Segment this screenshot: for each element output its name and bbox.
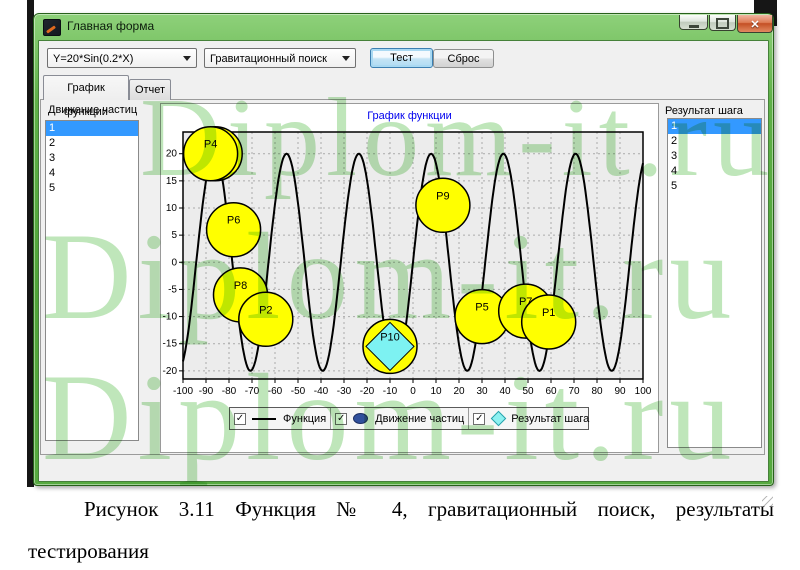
- list-item[interactable]: 2: [49, 137, 56, 149]
- svg-text:-30: -30: [337, 386, 352, 397]
- chevron-down-icon[interactable]: [342, 56, 350, 61]
- legend-checkbox[interactable]: ✓: [335, 412, 348, 425]
- svg-text:-5: -5: [168, 284, 177, 295]
- maximize-icon: [716, 18, 729, 29]
- svg-text:30: 30: [476, 386, 488, 397]
- svg-text:-20: -20: [360, 386, 375, 397]
- list-item[interactable]: 3: [671, 150, 678, 162]
- svg-text:20: 20: [166, 149, 178, 160]
- chart-title: График функции: [367, 110, 452, 122]
- desktop-background-strip: [27, 0, 34, 487]
- list-item[interactable]: 1: [46, 121, 138, 136]
- svg-text:15: 15: [166, 176, 178, 187]
- svg-text:P6: P6: [227, 215, 240, 227]
- legend-label: Движение частиц: [375, 412, 465, 425]
- minimize-icon: [688, 25, 699, 28]
- svg-text:60: 60: [545, 386, 557, 397]
- legend-item: ✓ Функция: [230, 408, 330, 429]
- svg-text:-80: -80: [222, 386, 237, 397]
- step-result-label: Результат шага: [665, 105, 743, 117]
- svg-text:-50: -50: [291, 386, 306, 397]
- svg-text:-10: -10: [163, 312, 178, 323]
- legend-checkbox[interactable]: ✓: [234, 412, 246, 425]
- legend-label: Функция: [283, 412, 327, 425]
- close-icon: ✕: [750, 19, 760, 31]
- svg-text:90: 90: [614, 386, 626, 397]
- test-button[interactable]: Тест: [370, 48, 433, 68]
- svg-text:-15: -15: [163, 339, 178, 350]
- list-item[interactable]: 4: [49, 167, 56, 179]
- list-item[interactable]: 5: [49, 182, 56, 194]
- line-symbol-icon: [252, 417, 276, 420]
- svg-text:P1: P1: [542, 307, 555, 319]
- list-item[interactable]: 4: [671, 165, 678, 177]
- svg-text:0: 0: [171, 257, 177, 268]
- chevron-down-icon[interactable]: [183, 56, 191, 61]
- svg-text:P5: P5: [475, 302, 488, 314]
- figure-caption: Рисунок 3.11 Функция № 4, гравитационный…: [28, 497, 774, 563]
- ellipse-symbol-icon: [353, 413, 369, 424]
- svg-text:P4: P4: [204, 139, 217, 151]
- reset-button[interactable]: Сброс: [433, 49, 494, 68]
- svg-text:-20: -20: [163, 366, 178, 377]
- legend-item: ✓ Движение частиц: [330, 408, 468, 429]
- legend-label: Результат шага: [511, 412, 590, 425]
- svg-text:100: 100: [635, 386, 652, 397]
- svg-text:-90: -90: [199, 386, 214, 397]
- window-title: Главная форма: [67, 19, 155, 33]
- app-icon: [43, 19, 61, 36]
- resize-grip[interactable]: [762, 496, 773, 507]
- svg-text:-70: -70: [245, 386, 260, 397]
- svg-text:-60: -60: [268, 386, 283, 397]
- svg-text:P10: P10: [380, 331, 400, 343]
- svg-text:50: 50: [522, 386, 534, 397]
- main-window: Главная форма ✕ Y=20*Sin(0.2*X) Гравитац…: [33, 13, 774, 507]
- window-client-area: Y=20*Sin(0.2*X) Гравитационный поиск Тес…: [38, 40, 773, 507]
- svg-text:80: 80: [591, 386, 603, 397]
- legend-checkbox[interactable]: ✓: [473, 412, 486, 425]
- title-bar[interactable]: Главная форма ✕: [34, 14, 773, 40]
- list-item[interactable]: 3: [49, 152, 56, 164]
- list-item[interactable]: 1: [668, 119, 761, 134]
- list-item[interactable]: 2: [671, 135, 678, 147]
- svg-text:-40: -40: [314, 386, 329, 397]
- list-item[interactable]: 5: [671, 180, 678, 192]
- svg-text:-100: -100: [173, 386, 193, 397]
- svg-text:P9: P9: [436, 190, 449, 202]
- svg-text:10: 10: [430, 386, 442, 397]
- svg-text:P2: P2: [259, 304, 272, 316]
- svg-text:70: 70: [568, 386, 580, 397]
- algorithm-combobox-value: Гравитационный поиск: [210, 53, 327, 65]
- function-combobox[interactable]: Y=20*Sin(0.2*X): [47, 48, 197, 68]
- close-button[interactable]: ✕: [737, 15, 773, 33]
- function-chart: -100 -90 -80 -70 -60 -50 -40 -30 -20 -10 0 10 20 30 40…: [163, 125, 652, 397]
- svg-text:40: 40: [499, 386, 511, 397]
- tab-function-graph[interactable]: График функции: [43, 75, 129, 118]
- minimize-button[interactable]: [679, 15, 708, 30]
- svg-text:P8: P8: [234, 280, 247, 292]
- svg-text:10: 10: [166, 203, 178, 214]
- particles-list-label: Движение частиц: [48, 104, 138, 116]
- svg-text:0: 0: [410, 386, 416, 397]
- chart-panel: -100 -90 -80 -70 -60 -50 -40 -30 -20 -10 0 10 20 30 40…: [160, 103, 659, 453]
- svg-text:20: 20: [453, 386, 465, 397]
- svg-text:-10: -10: [383, 386, 398, 397]
- diamond-symbol-icon: [491, 410, 507, 427]
- legend-item: ✓ Результат шага: [468, 408, 593, 429]
- maximize-button[interactable]: [709, 15, 736, 31]
- function-combobox-value: Y=20*Sin(0.2*X): [53, 53, 134, 65]
- tab-report[interactable]: Отчет: [129, 79, 171, 100]
- chart-legend: ✓ Функция ✓ Движение частиц ✓ Результат шага: [229, 407, 589, 430]
- algorithm-combobox[interactable]: Гравитационный поиск: [204, 48, 356, 68]
- svg-text:5: 5: [171, 230, 177, 241]
